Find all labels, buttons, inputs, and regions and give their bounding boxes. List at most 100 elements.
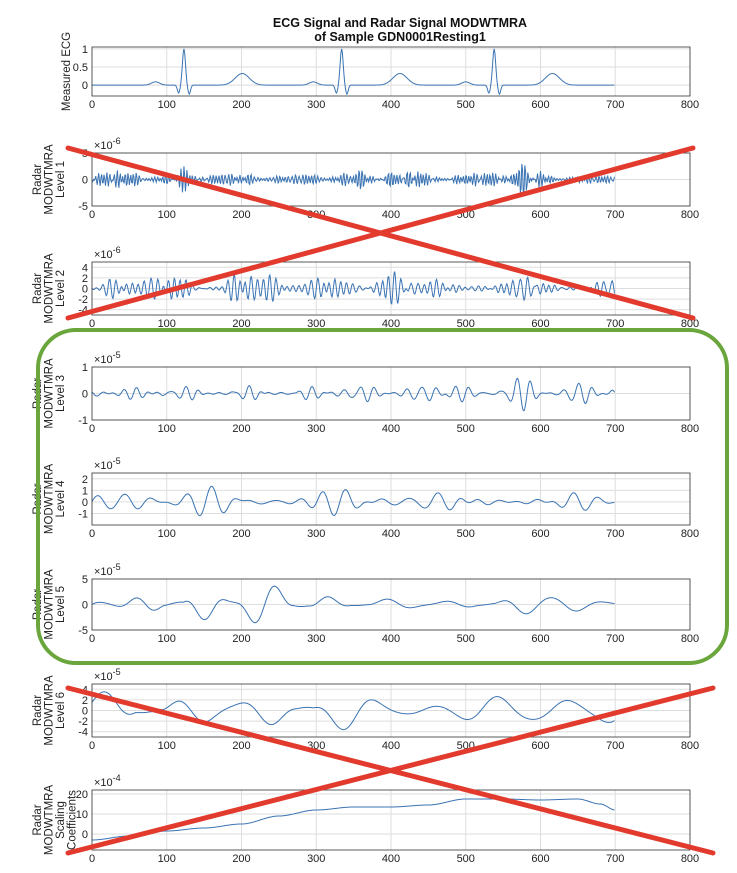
y-tick-label: 1 [82, 362, 88, 374]
y-axis-label: Radar [32, 273, 44, 304]
x-tick-label: 300 [307, 99, 325, 111]
x-tick-label: 400 [382, 633, 400, 645]
red-cross-bottom [65, 685, 716, 856]
y-axis-label: MODWTMRA [44, 253, 56, 324]
x-tick-label: 400 [382, 853, 400, 865]
x-tick-label: 600 [531, 99, 549, 111]
y-tick-label: 0 [82, 829, 88, 841]
y-tick-label: -4 [78, 727, 88, 739]
y-tick-label: 0 [82, 389, 88, 401]
y-axis-label: Radar [32, 804, 44, 835]
x-tick-label: 0 [89, 528, 95, 540]
y-tick-label: 10 [76, 809, 88, 821]
annotation-overlay [36, 145, 729, 856]
x-tick-label: 300 [307, 318, 325, 330]
x-tick-label: 100 [158, 209, 176, 221]
x-tick-label: 200 [232, 740, 250, 752]
series-line [92, 48, 615, 96]
panel-2: 010020030040050060070080050-5×10-6RadarM… [32, 136, 699, 221]
y-tick-label: 0 [82, 80, 88, 92]
y-tick-label: 20 [76, 789, 88, 801]
x-tick-label: 0 [89, 99, 95, 111]
series-line [91, 691, 615, 731]
y-axis-label: Measured ECG [61, 32, 73, 111]
y-exponent-label: ×10-5 [94, 562, 121, 578]
y-tick-label: -2 [78, 716, 88, 728]
y-exponent-label: ×10-5 [94, 350, 121, 366]
x-tick-label: 100 [158, 99, 176, 111]
x-tick-label: 200 [232, 528, 250, 540]
y-exponent-label: ×10-6 [94, 136, 121, 152]
axes-box [91, 683, 691, 738]
axes-box [91, 46, 691, 97]
x-tick-label: 300 [307, 633, 325, 645]
x-tick-label: 200 [232, 633, 250, 645]
x-tick-label: 200 [232, 99, 250, 111]
y-axis-label: Level 2 [55, 270, 67, 307]
y-tick-label: -4 [78, 305, 88, 317]
y-axis-label: MODWTMRA [44, 675, 56, 746]
y-axis-label: Radar [32, 164, 44, 195]
x-tick-label: 300 [307, 528, 325, 540]
axes-box [91, 261, 691, 316]
y-axis-label: MODWTMRA [44, 358, 56, 429]
y-axis-label: MODWTMRA [44, 569, 56, 640]
y-exponent-label: ×10-6 [94, 245, 121, 261]
x-tick-label: 700 [606, 318, 624, 330]
x-tick-label: 800 [681, 633, 699, 645]
x-tick-label: 600 [531, 853, 549, 865]
y-tick-label: 2 [82, 474, 88, 486]
series-line [92, 798, 615, 841]
x-tick-label: 100 [158, 633, 176, 645]
x-tick-label: 500 [457, 853, 475, 865]
x-tick-label: 700 [606, 528, 624, 540]
figure-title-line1: ECG Signal and Radar Signal MODWTMRA [273, 16, 527, 30]
x-tick-label: 0 [89, 209, 95, 221]
x-tick-label: 600 [531, 423, 549, 435]
x-tick-label: 700 [606, 853, 624, 865]
axes-box [91, 578, 691, 631]
y-tick-label: -1 [78, 508, 88, 520]
panel-7: 0100200300400500600700800420-2-4×10-5Rad… [32, 667, 699, 752]
panel-5: 0 100 200 300 400 500 600 700 800210-1×10-5Radar… [32, 456, 699, 540]
x-tick-label: 0 [89, 633, 95, 645]
series-line [91, 585, 615, 624]
panel-3: 0 100 200 300 400 500 600 700 800420-2-4×10-6Rad… [32, 245, 699, 330]
x-tick-label: 600 [531, 209, 549, 221]
y-axis-label: MODWTMRA [44, 464, 56, 535]
x-tick-label: 700 [606, 99, 624, 111]
x-tick-label: 100 [158, 528, 176, 540]
y-tick-label: 1 [82, 44, 88, 56]
x-tick-label: 100 [158, 740, 176, 752]
x-tick-label: 800 [681, 99, 699, 111]
y-tick-label: 2 [82, 273, 88, 285]
x-tick-label: 0 [89, 423, 95, 435]
x-tick-label: 800 [681, 853, 699, 865]
y-tick-label: 0 [82, 600, 88, 612]
y-tick-label: -1 [78, 415, 88, 427]
axes-box [91, 472, 691, 526]
x-tick-label: 600 [531, 528, 549, 540]
x-tick-label: 700 [606, 209, 624, 221]
y-axis-label: Radar [32, 695, 44, 726]
x-tick-label: 100 [158, 318, 176, 330]
panel-1: 0 100 200 300 400 500 600 700 800 1 0.5 0 Measured E… [61, 32, 699, 111]
red-cross-top [65, 145, 696, 321]
y-tick-label: 0 [82, 284, 88, 296]
y-axis-label: Level 4 [55, 480, 67, 518]
y-axis-label: MODWTMRA [44, 785, 56, 856]
x-tick-label: 800 [681, 318, 699, 330]
y-tick-label: 4 [82, 262, 88, 274]
y-axis-label: Level 3 [55, 375, 67, 412]
x-tick-label: 600 [531, 318, 549, 330]
y-tick-label: 2 [82, 695, 88, 707]
x-tick-label: 0 [89, 318, 95, 330]
x-tick-label: 500 [457, 528, 475, 540]
y-tick-label: -5 [78, 625, 88, 637]
y-tick-label: 0 [82, 706, 88, 718]
green-highlight-box [36, 328, 729, 665]
